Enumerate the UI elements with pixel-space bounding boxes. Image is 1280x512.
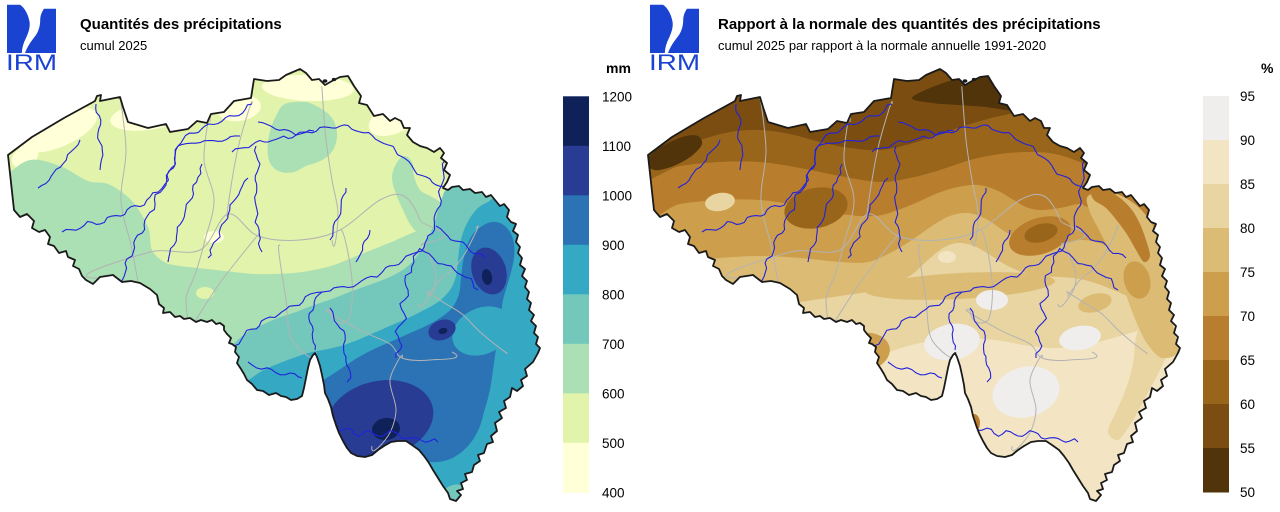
svg-text:70: 70 (1240, 309, 1255, 324)
svg-text:75: 75 (1240, 265, 1255, 280)
svg-text:1000: 1000 (602, 188, 632, 203)
svg-text:800: 800 (602, 287, 625, 302)
svg-text:Quantités des précipitations: Quantités des précipitations (80, 16, 282, 33)
svg-text:IRM: IRM (649, 50, 700, 75)
svg-text:400: 400 (602, 485, 625, 500)
svg-text:65: 65 (1240, 353, 1255, 368)
svg-text:90: 90 (1240, 133, 1255, 148)
svg-text:600: 600 (602, 386, 625, 401)
svg-text:500: 500 (602, 436, 625, 451)
svg-text:80: 80 (1240, 221, 1255, 236)
svg-text:Rapport à la normale des quant: Rapport à la normale des quantités des p… (718, 16, 1101, 33)
svg-text:IRM: IRM (6, 50, 57, 75)
svg-text:50: 50 (1240, 485, 1255, 500)
svg-text:1200: 1200 (602, 89, 632, 104)
svg-text:95: 95 (1240, 89, 1255, 104)
svg-text:55: 55 (1240, 441, 1255, 456)
svg-text:mm: mm (606, 60, 631, 76)
svg-text:60: 60 (1240, 397, 1255, 412)
svg-text:700: 700 (602, 337, 625, 352)
svg-text:85: 85 (1240, 177, 1255, 192)
svg-text:cumul 2025 par rapport à la no: cumul 2025 par rapport à la normale annu… (718, 38, 1046, 53)
svg-text:900: 900 (602, 238, 625, 253)
svg-text:%: % (1261, 60, 1274, 76)
svg-text:cumul 2025: cumul 2025 (80, 38, 147, 53)
svg-text:1100: 1100 (602, 139, 631, 154)
